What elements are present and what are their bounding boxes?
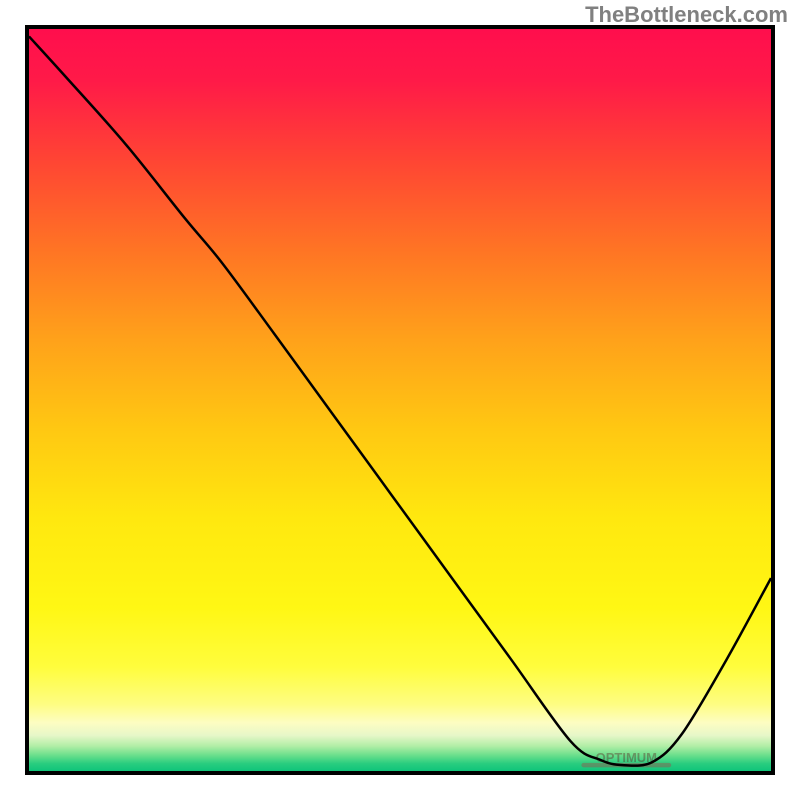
bottleneck-chart: OPTIMUM — [29, 29, 771, 771]
chart-background — [29, 29, 771, 771]
watermark-text: TheBottleneck.com — [585, 2, 788, 28]
chart-frame: OPTIMUM — [25, 25, 775, 775]
